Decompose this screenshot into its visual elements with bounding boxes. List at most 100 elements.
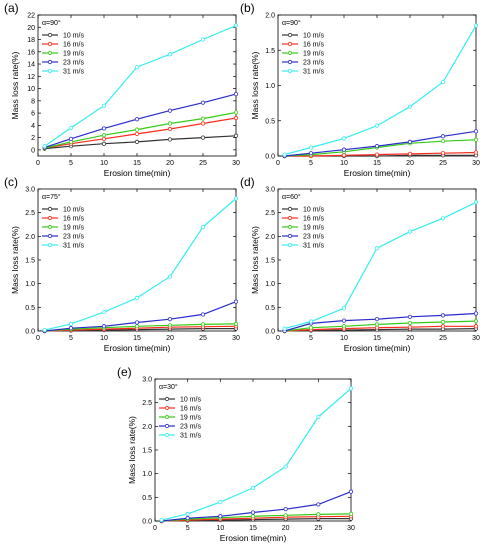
y-axis-label: Mass loss rate(%) (10, 51, 20, 119)
chart-panel-a: 0 5 10 15 20 25 30 0 2 4 6 8 10 12 14 16 18 20 22 Erosion t… (4, 1, 240, 178)
panel-label: (d) (240, 175, 255, 189)
y-tick-label: 20 (27, 25, 35, 32)
x-tick-label: 20 (406, 160, 414, 167)
data-point (134, 295, 140, 300)
legend-marker (47, 215, 53, 221)
x-tick-label: 20 (406, 335, 414, 342)
data-point (167, 317, 173, 322)
x-axis-label: Erosion time(min) (104, 168, 171, 178)
chart-panel-b: 0 5 10 15 20 25 30 0.0 0.5 1.0 1.5 2.0 Erosion time(… (240, 1, 480, 178)
legend-marker (287, 41, 293, 47)
data-point (233, 299, 239, 304)
panel-label: (e) (117, 365, 132, 379)
y-tick-label: 2.0 (265, 234, 275, 241)
data-point (134, 324, 140, 329)
x-tick-label: 10 (340, 335, 348, 342)
angle-label: α=75° (42, 193, 61, 201)
data-point (473, 324, 479, 329)
data-point (200, 116, 206, 121)
data-point (374, 123, 380, 128)
x-tick-label: 5 (309, 335, 313, 342)
legend-label: 16 m/s (180, 406, 202, 413)
x-tick-label: 25 (439, 335, 447, 342)
x-tick-label: 20 (166, 160, 174, 167)
y-tick-label: 2.5 (265, 210, 275, 217)
data-point (283, 507, 288, 512)
legend-label: 31 m/s (180, 433, 202, 440)
legend-marker (47, 233, 53, 239)
chart-panel-e: 0 5 10 15 20 25 30 0.0 0.5 1.0 1.5 2.0 2.5 3.0 Erosion… (117, 365, 355, 543)
legend-marker (47, 50, 53, 56)
data-point (101, 309, 107, 315)
y-tick-label: 0.0 (265, 329, 275, 336)
y-tick-label: 0 (31, 147, 35, 154)
legend-marker (47, 68, 53, 74)
x-tick-label: 30 (472, 160, 480, 167)
angle-label: α=60° (282, 193, 301, 201)
data-point (101, 141, 107, 146)
x-tick-label: 15 (249, 525, 257, 532)
data-point (407, 320, 413, 326)
data-point (316, 502, 321, 507)
legend-marker (287, 233, 293, 239)
y-tick-label: 6 (31, 111, 35, 118)
y-tick-label: 22 (27, 13, 35, 20)
y-tick-label: 3.0 (142, 377, 152, 384)
data-point (218, 499, 223, 505)
y-axis-label: Mass loss rate(%) (250, 226, 260, 294)
data-point (282, 326, 287, 331)
y-tick-label: 10 (27, 86, 35, 93)
data-point (250, 485, 256, 490)
x-tick-label: 5 (69, 335, 73, 342)
legend-marker (287, 224, 293, 230)
x-tick-label: 20 (166, 335, 174, 342)
angle-label: α=30° (159, 383, 178, 391)
legend-marker (287, 242, 293, 248)
x-tick-label: 0 (36, 160, 40, 167)
data-point (233, 91, 239, 97)
legend-label: 19 m/s (303, 225, 325, 232)
data-point (233, 321, 239, 326)
legend-marker (47, 41, 53, 47)
x-tick-label: 30 (472, 335, 480, 342)
data-point (200, 100, 206, 105)
y-tick-label: 1.5 (142, 448, 152, 455)
x-tick-label: 25 (314, 525, 322, 532)
x-tick-label: 15 (133, 335, 141, 342)
data-point (233, 133, 239, 138)
legend-label: 19 m/s (63, 51, 85, 58)
legend-label: 31 m/s (63, 69, 85, 76)
x-tick-label: 5 (309, 160, 313, 167)
legend-label: 31 m/s (303, 69, 325, 76)
legend-label: 16 m/s (63, 42, 85, 49)
data-point (134, 127, 140, 132)
data-point (374, 322, 380, 327)
data-point (218, 514, 223, 519)
data-point (473, 200, 479, 205)
data-point (440, 313, 446, 318)
data-point (167, 323, 173, 328)
x-axis-label: Erosion time(min) (344, 343, 411, 353)
x-axis-label: Erosion time(min) (220, 533, 287, 543)
y-tick-label: 0.0 (25, 329, 35, 336)
panel-label: (a) (4, 1, 19, 15)
data-point (374, 246, 380, 251)
legend-marker (287, 32, 293, 38)
legend-label: 31 m/s (303, 243, 325, 250)
data-point (250, 510, 256, 515)
legend-label: 10 m/s (303, 33, 325, 40)
x-tick-label: 15 (373, 160, 381, 167)
data-point (473, 137, 479, 142)
data-point (200, 312, 206, 317)
data-point (341, 306, 347, 311)
x-tick-label: 0 (36, 335, 40, 342)
y-tick-label: 1.5 (265, 258, 275, 265)
x-tick-label: 30 (232, 160, 240, 167)
data-point (250, 514, 256, 519)
legend-marker (164, 423, 170, 429)
legend-label: 19 m/s (180, 415, 202, 422)
data-point (42, 327, 47, 333)
data-point (407, 325, 413, 330)
legend-marker (164, 432, 170, 438)
data-point (282, 152, 287, 157)
